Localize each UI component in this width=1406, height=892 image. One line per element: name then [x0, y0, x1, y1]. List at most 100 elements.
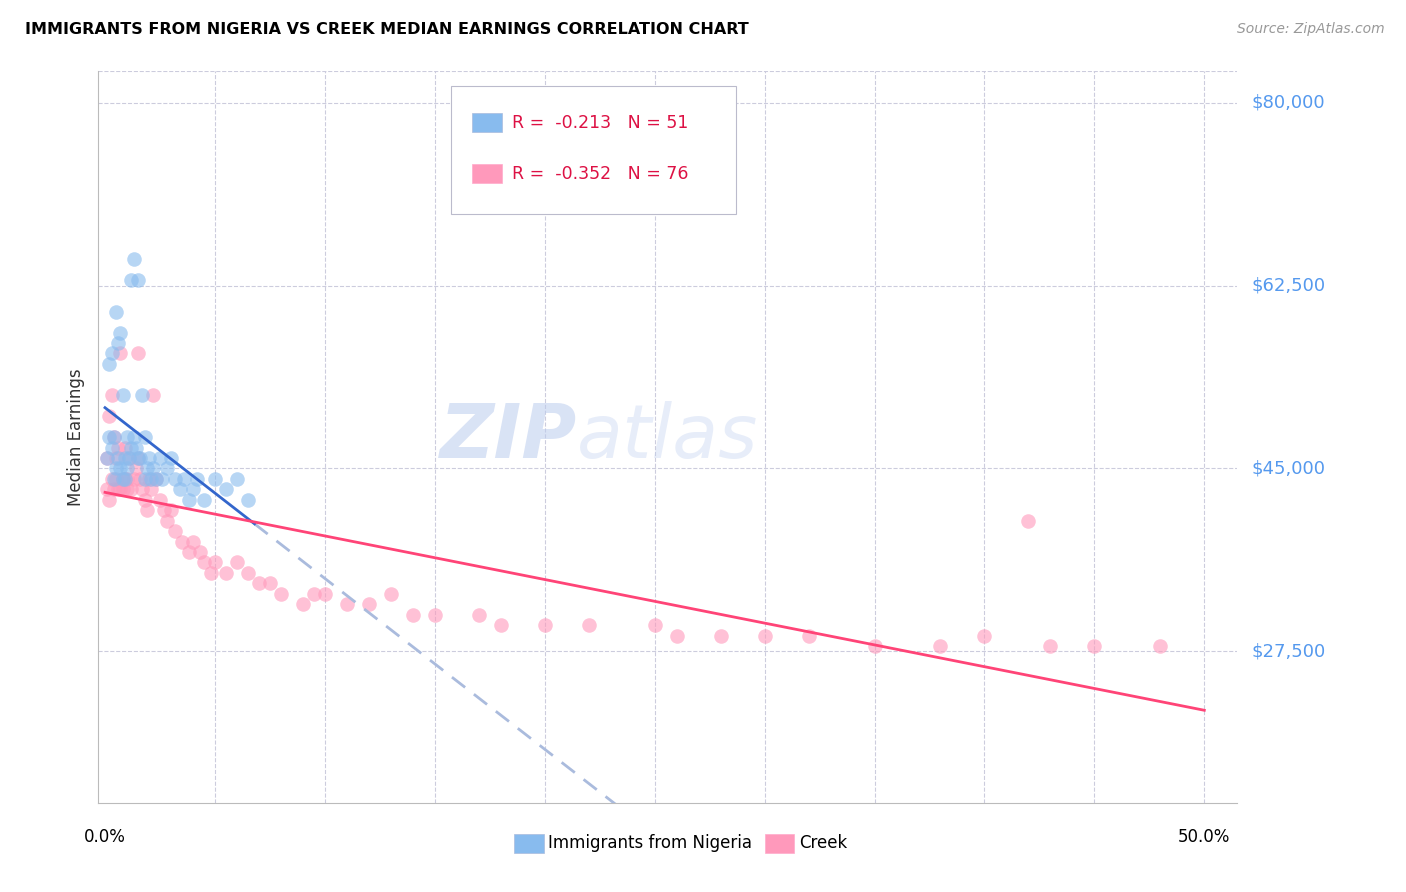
FancyBboxPatch shape [515, 834, 544, 854]
Point [114, 472, 136, 486]
Point [107, 483, 129, 497]
Point [96, 450, 118, 465]
Point [98, 492, 121, 507]
Point [127, 450, 149, 465]
Point [114, 441, 136, 455]
Point [103, 430, 125, 444]
Text: atlas: atlas [576, 401, 758, 473]
Point [105, 450, 128, 465]
Point [181, 534, 204, 549]
Point [1083, 639, 1105, 653]
Y-axis label: Median Earnings: Median Earnings [67, 368, 86, 506]
FancyBboxPatch shape [472, 113, 502, 132]
Point [169, 483, 191, 497]
Point [204, 556, 226, 570]
Point [314, 587, 336, 601]
Point [103, 483, 125, 497]
Point [193, 492, 215, 507]
Point [115, 483, 138, 497]
Point [110, 326, 132, 340]
Point [468, 607, 491, 622]
Point [226, 472, 249, 486]
Point [155, 514, 177, 528]
Point [165, 524, 187, 538]
Point [247, 576, 270, 591]
Point [665, 629, 688, 643]
Point [145, 472, 167, 486]
Text: ZIP: ZIP [440, 401, 576, 474]
Point [134, 472, 156, 486]
Point [111, 472, 134, 486]
Point [114, 450, 136, 465]
Point [141, 483, 163, 497]
Point [226, 556, 249, 570]
Point [115, 430, 138, 444]
Point [98, 357, 121, 371]
Point [100, 346, 122, 360]
Point [120, 483, 142, 497]
Point [135, 503, 157, 517]
Text: R =  -0.352   N = 76: R = -0.352 N = 76 [512, 165, 689, 183]
Point [1039, 639, 1062, 653]
Point [177, 545, 200, 559]
Point [160, 503, 183, 517]
Point [100, 472, 122, 486]
Point [215, 566, 238, 580]
Point [155, 461, 177, 475]
Point [135, 461, 157, 475]
Point [118, 450, 141, 465]
Point [578, 618, 600, 632]
Point [114, 472, 136, 486]
Point [120, 441, 142, 455]
Point [149, 492, 172, 507]
Point [336, 597, 359, 611]
Point [200, 566, 222, 580]
Point [149, 450, 172, 465]
Point [423, 607, 446, 622]
Point [145, 472, 167, 486]
Point [111, 483, 134, 497]
Point [1149, 639, 1171, 653]
Point [153, 503, 176, 517]
Text: $27,500: $27,500 [1251, 642, 1326, 660]
Point [131, 483, 153, 497]
Point [111, 472, 134, 486]
Point [142, 388, 165, 402]
Point [644, 618, 666, 632]
Point [929, 639, 952, 653]
Point [177, 492, 200, 507]
Point [122, 472, 145, 486]
Point [129, 472, 152, 486]
Point [165, 472, 187, 486]
Point [1017, 514, 1039, 528]
Point [115, 472, 138, 486]
Point [96, 450, 118, 465]
Point [797, 629, 820, 643]
Text: Immigrants from Nigeria: Immigrants from Nigeria [548, 834, 752, 852]
Point [863, 639, 886, 653]
Point [110, 346, 132, 360]
Point [193, 556, 215, 570]
Point [160, 450, 183, 465]
Text: R =  -0.213   N = 51: R = -0.213 N = 51 [512, 113, 688, 131]
Point [107, 441, 129, 455]
Point [98, 430, 121, 444]
Point [105, 472, 128, 486]
Point [204, 472, 226, 486]
Point [111, 388, 134, 402]
Point [110, 483, 132, 497]
Point [259, 576, 281, 591]
Point [118, 450, 141, 465]
Text: 50.0%: 50.0% [1178, 828, 1230, 846]
Point [131, 388, 153, 402]
Point [380, 587, 402, 601]
Text: Source: ZipAtlas.com: Source: ZipAtlas.com [1237, 22, 1385, 37]
Point [134, 430, 156, 444]
Point [105, 461, 128, 475]
Point [173, 472, 195, 486]
Point [141, 472, 163, 486]
Point [127, 273, 149, 287]
Point [236, 492, 259, 507]
Point [98, 409, 121, 424]
Point [129, 450, 152, 465]
